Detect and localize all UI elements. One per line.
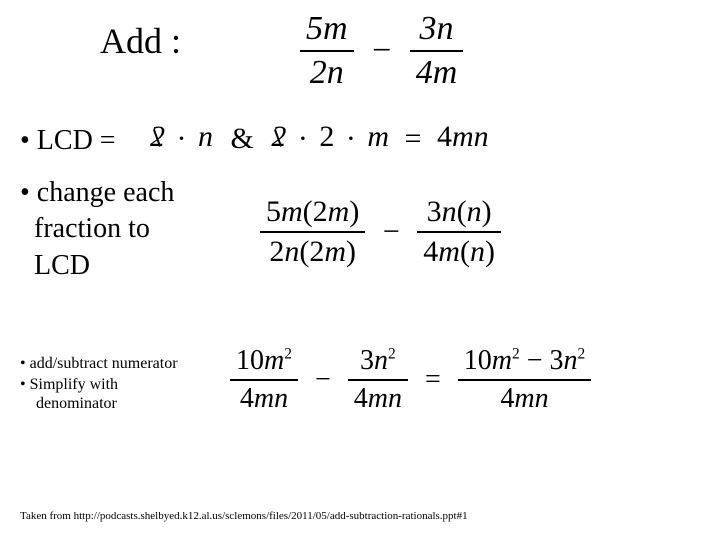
bullet-simplify: • Simplify with denominator (20, 375, 118, 413)
struck-two: 2 (150, 120, 165, 154)
eq-op: = (415, 364, 451, 396)
minus-op: − (362, 32, 401, 70)
fraction-numerator: 3n2 (348, 345, 408, 381)
dot-op: · (294, 122, 312, 156)
math-expression-result: 10m2 4mn − 3n2 4mn = 10m2 − 3n2 4mn 10m … (230, 345, 591, 415)
minus-op: − (305, 364, 341, 396)
fraction-denominator: 4mn (348, 381, 408, 415)
minus-op: − (373, 215, 410, 249)
fraction-denominator: 4m(n) (417, 233, 501, 269)
dot-op: · (342, 122, 360, 156)
bullet-simplify-l2: denominator (36, 395, 117, 412)
fraction-denominator: 2n(2m) (260, 233, 365, 269)
var-m: m (367, 120, 389, 153)
slide-title: Add : (100, 20, 181, 62)
fraction-numerator: 5m (300, 10, 354, 52)
fraction-numerator: 3n(n) (417, 195, 501, 233)
bullet-add-subtract: • add/subtract numerator (20, 355, 178, 373)
fraction-denominator: 4m (410, 52, 464, 92)
bullet-simplify-l1: • Simplify with (20, 376, 118, 393)
math-expression-top: 5m 2n − 3n 4m (300, 10, 463, 92)
fraction-2: 3n2 4mn (348, 345, 408, 415)
slide: Add : 5m 2n − 3n 4m • LCD = 2 · n & 2 · … (0, 0, 720, 540)
lcd-result: 44mnmn (437, 120, 489, 153)
dot-op: · (173, 122, 191, 156)
fraction-numerator: 10m2 (230, 345, 298, 381)
fraction-numerator: 3n (410, 10, 464, 52)
fraction-2: 3n 4m (410, 10, 464, 92)
eq-op: = (397, 122, 430, 156)
fraction-1: 5m(2m) 2n(2m) (260, 195, 365, 269)
bullet-change-l3: LCD (34, 250, 90, 281)
var-n: n (198, 120, 213, 153)
fraction-numerator: 10m2 − 3n2 (458, 345, 591, 381)
fraction-3: 10m2 − 3n2 4mn (458, 345, 591, 415)
footer-citation: Taken from http://podcasts.shelbyed.k12.… (20, 510, 468, 522)
fraction-1: 10m2 4mn (230, 345, 298, 415)
fraction-denominator: 2n (300, 52, 354, 92)
math-expression-lcd: 2 · n & 2 · 2 · m = 44mnmn (150, 120, 489, 156)
bullet-change-l1: • change each (20, 177, 174, 208)
bullet-change: • change each fraction to LCD (20, 175, 174, 284)
fraction-1: 5m 2n (300, 10, 354, 92)
fraction-denominator: 4mn (458, 381, 591, 415)
fraction-denominator: 4mn (230, 381, 298, 415)
fraction-numerator: 5m(2m) (260, 195, 365, 233)
num-two: 2 (319, 120, 334, 153)
fraction-2: 3n(n) 4m(n) (417, 195, 501, 269)
bullet-change-l2: fraction to (34, 213, 150, 244)
math-expression-change: 5m(2m) 2n(2m) − 3n(n) 4m(n) 5m(2m) 2n(2m… (260, 195, 501, 269)
bullet-lcd: • LCD = (20, 125, 116, 157)
struck-two: 2 (271, 120, 286, 154)
amp-op: & (221, 122, 264, 156)
